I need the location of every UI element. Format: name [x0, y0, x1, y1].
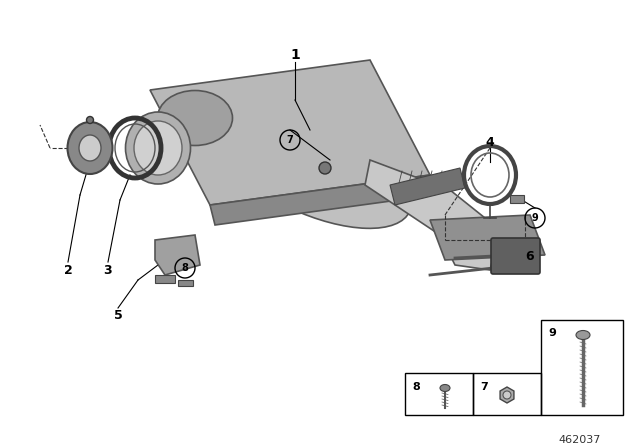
Bar [155, 275, 175, 283]
Circle shape [319, 162, 331, 174]
Text: 3: 3 [104, 263, 112, 276]
Ellipse shape [79, 135, 101, 161]
Polygon shape [430, 215, 545, 260]
Text: 6: 6 [525, 250, 534, 263]
Ellipse shape [86, 116, 93, 124]
Text: 4: 4 [486, 135, 494, 148]
Bar [405, 373, 473, 415]
Bar [178, 280, 193, 286]
Ellipse shape [67, 122, 113, 174]
Ellipse shape [440, 384, 450, 392]
Ellipse shape [134, 121, 182, 175]
Bar [510, 195, 524, 203]
Ellipse shape [208, 102, 412, 228]
Polygon shape [500, 387, 514, 403]
Text: 7: 7 [287, 135, 293, 145]
Bar [473, 373, 541, 415]
Bar [541, 320, 623, 415]
Ellipse shape [157, 90, 232, 146]
Polygon shape [390, 168, 465, 205]
FancyBboxPatch shape [491, 238, 540, 274]
Ellipse shape [125, 112, 191, 184]
Polygon shape [365, 160, 500, 270]
Polygon shape [210, 175, 435, 225]
Ellipse shape [576, 331, 590, 340]
Polygon shape [150, 60, 430, 205]
Text: 9: 9 [532, 213, 538, 223]
Text: 462037: 462037 [559, 435, 601, 445]
Circle shape [503, 391, 511, 399]
Text: 9: 9 [548, 328, 556, 338]
Text: 5: 5 [114, 309, 122, 322]
Text: 2: 2 [63, 263, 72, 276]
Polygon shape [155, 235, 200, 275]
Text: 8: 8 [182, 263, 188, 273]
Text: 1: 1 [290, 48, 300, 62]
Text: 7: 7 [480, 382, 488, 392]
Text: 8: 8 [412, 382, 420, 392]
